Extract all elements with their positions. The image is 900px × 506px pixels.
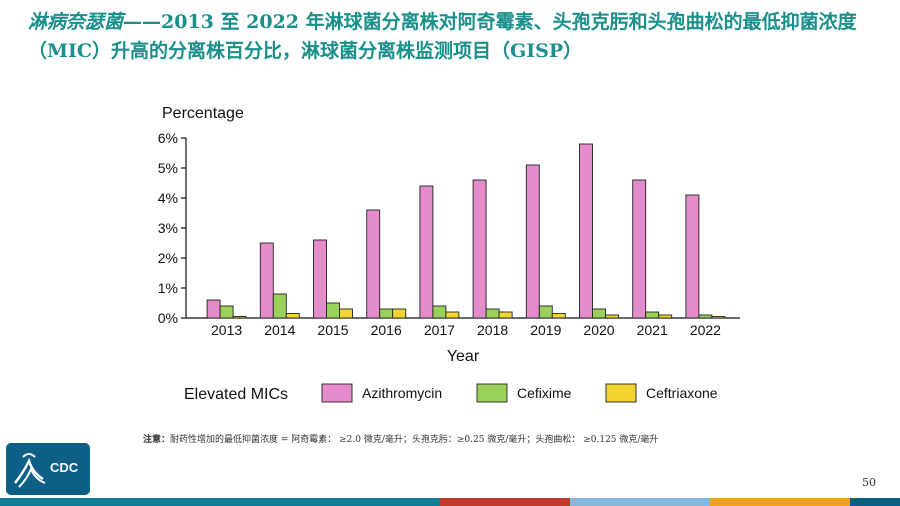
page-number: 50 [862,476,876,489]
bar-azithromycin-2014 [259,242,274,319]
x-tick-label: 2013 [211,322,242,338]
cdc-logo: CDC [6,443,90,495]
y-tick-label: 0% [158,310,178,326]
footnote-label: 注意： [143,435,171,445]
y-tick-label: 3% [158,220,178,236]
x-tick-label: 2019 [530,322,561,338]
bar-cefixime-2013 [219,305,234,319]
bar-ceftriaxone-2014 [285,313,300,319]
bottom-bar-segment [440,498,570,506]
bar-cefixime-2014 [272,293,287,319]
bar-ceftriaxone-2016 [392,308,407,319]
bar-ceftriaxone-2020 [605,314,619,319]
legend-label-azithromycin: Azithromycin [362,385,442,401]
bar-azithromycin-2018 [472,179,487,319]
bar-azithromycin-2013 [206,299,221,319]
legend-label-ceftriaxone: Ceftriaxone [646,385,718,401]
bar-ceftriaxone-2018 [498,311,513,319]
bottom-bar-segment [710,498,850,506]
bar-cefixime-2019 [538,305,553,319]
slide-title: 淋病奈瑟菌——2013 至 2022 年淋球菌分离株对阿奇霉素、头孢克肟和头孢曲… [28,8,878,66]
bottom-bar-segment [110,498,220,506]
bar-cefixime-2018 [485,308,500,319]
bar-ceftriaxone-2021 [658,314,673,319]
bar-ceftriaxone-2013 [232,316,247,319]
bar-azithromycin-2020 [579,143,593,319]
bottom-bar-segment [220,498,330,506]
x-tick-label: 2021 [637,322,668,338]
bar-ceftriaxone-2019 [551,313,566,319]
bar-cefixime-2021 [645,311,660,319]
x-tick-label: 2015 [317,322,348,338]
bottom-bar-segment [570,498,710,506]
legend-swatch-azithromycin [321,383,353,403]
title-text: ——2013 至 2022 年淋球菌分离株对阿奇霉素、头孢克肟和头孢曲松的最低抑… [28,11,857,62]
y-tick-label: 4% [158,190,178,206]
bottom-color-bar [0,498,900,506]
y-tick-label: 2% [158,250,178,266]
footnote-text: 耐药性增加的最低抑菌浓度 = 阿奇霉素： ≥2.0 微克/毫升；头孢克肟：≥0.… [170,435,659,445]
y-tick-label: 6% [158,130,178,146]
bottom-bar-segment [850,498,900,506]
x-tick-label: 2022 [690,322,721,338]
x-tick-label: 2020 [583,322,614,338]
bar-ceftriaxone-2015 [339,308,353,319]
bar-cefixime-2015 [326,302,340,319]
legend-title: Elevated MICs [184,386,288,403]
x-tick-label: 2014 [264,322,295,338]
bottom-bar-segment [0,498,110,506]
footnote: 注意：耐药性增加的最低抑菌浓度 = 阿奇霉素： ≥2.0 微克/毫升；头孢克肟：… [143,432,658,445]
x-axis-label: Year [447,348,480,365]
bar-azithromycin-2016 [366,209,381,319]
x-tick-label: 2016 [371,322,402,338]
bar-azithromycin-2015 [313,239,327,319]
bar-cefixime-2022 [698,314,713,319]
legend-swatch-cefixime [476,383,508,403]
legend-label-cefixime: Cefixime [517,385,572,401]
bar-cefixime-2017 [432,305,447,319]
cdc-logo-text: CDC [50,460,79,475]
title-organism: 淋病奈瑟菌 [28,11,124,33]
y-axis-label: Percentage [162,105,244,122]
bar-azithromycin-2022 [685,194,700,319]
bar-azithromycin-2021 [632,179,647,319]
x-tick-label: 2017 [424,322,455,338]
legend-swatch-ceftriaxone [605,383,637,403]
bar-ceftriaxone-2017 [445,311,460,319]
bar-azithromycin-2019 [525,164,540,319]
y-tick-label: 1% [158,280,178,296]
bar-azithromycin-2017 [419,185,434,319]
x-tick-label: 2018 [477,322,508,338]
bar-ceftriaxone-2022 [711,316,726,319]
hhs-eagle-icon [14,453,46,488]
bottom-bar-segment [330,498,440,506]
bar-cefixime-2020 [592,308,606,319]
y-tick-label: 5% [158,160,178,176]
bar-cefixime-2016 [379,308,394,319]
